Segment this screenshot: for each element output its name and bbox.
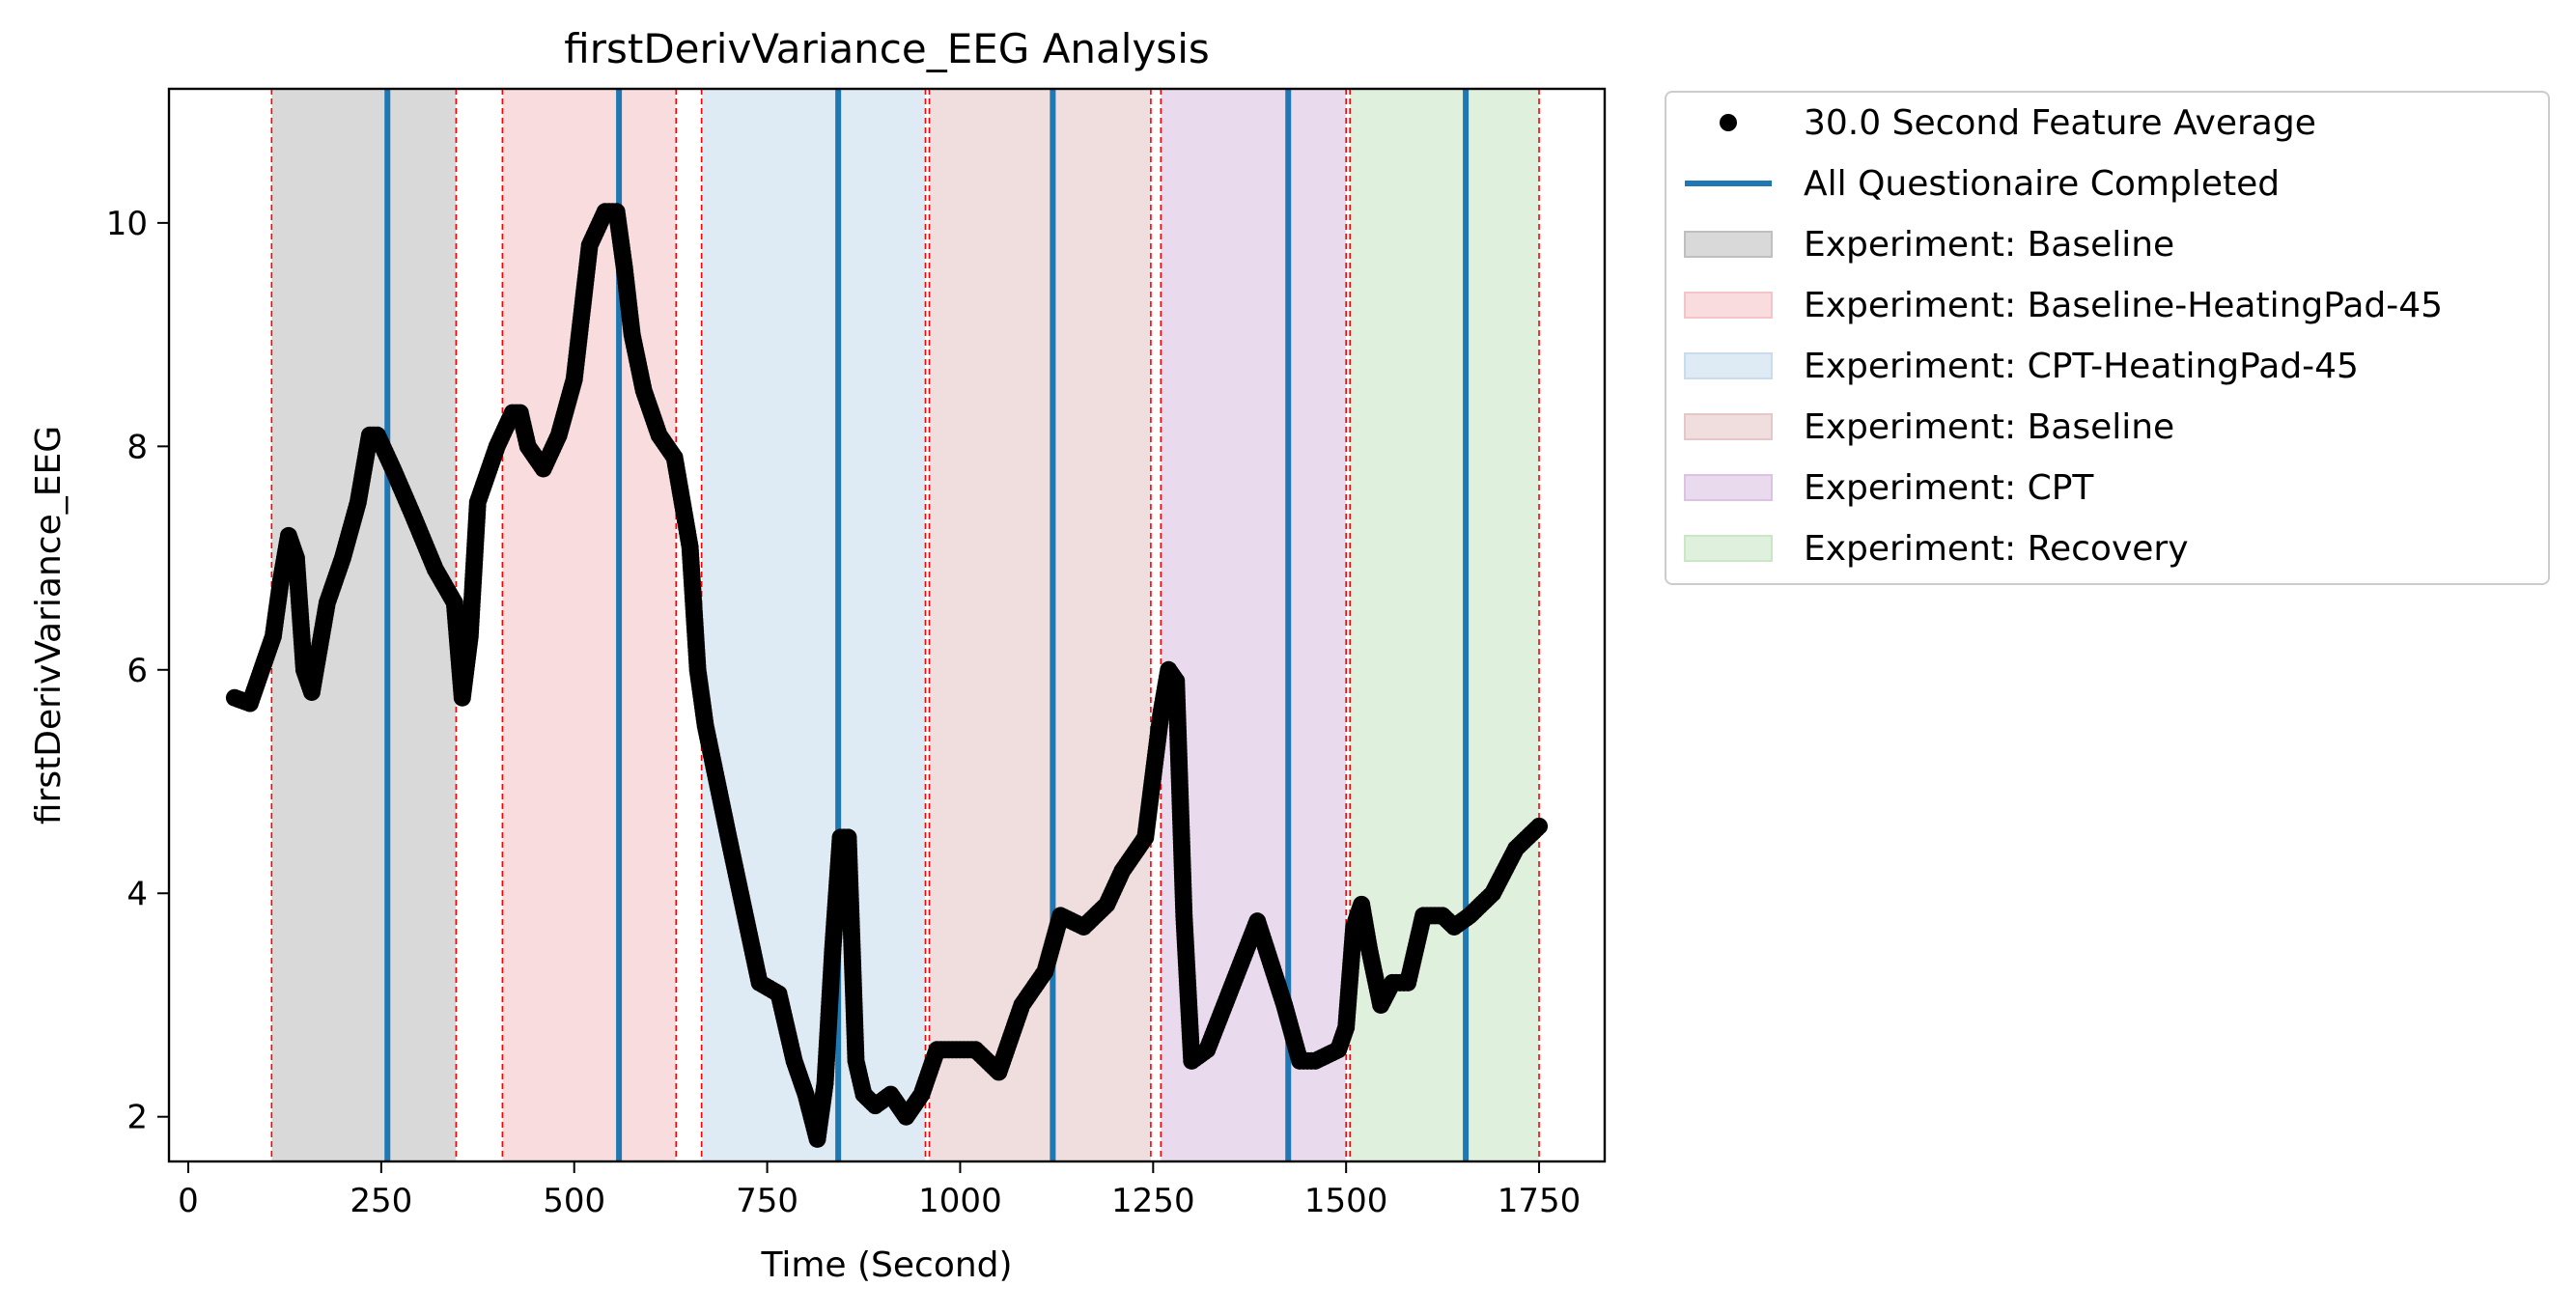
legend-swatch-7	[1684, 535, 1773, 562]
y-tick-label-2: 6	[126, 652, 148, 690]
feature-points	[225, 203, 1549, 1148]
y-tick-label-1: 4	[126, 875, 148, 913]
legend-label-5: Experiment: Baseline	[1804, 407, 2174, 447]
legend-swatch-6	[1684, 474, 1773, 501]
legend-swatch-3	[1684, 292, 1773, 319]
legend-label-4: Experiment: CPT-HeatingPad-45	[1804, 347, 2359, 386]
x-tick-label-0: 0	[178, 1182, 199, 1220]
legend-swatch-2	[1684, 231, 1773, 258]
x-tick-label-4: 1000	[918, 1182, 1002, 1220]
feature-point-1343	[1530, 817, 1549, 835]
legend-label-6: Experiment: CPT	[1804, 468, 2094, 508]
legend: 30.0 Second Feature Average All Questiona…	[1665, 91, 2550, 585]
y-axis-ticks: 2 4 6 8 10	[106, 205, 169, 1137]
legend-box	[1665, 91, 2550, 585]
chart-title: firstDerivVariance_EEG Analysis	[564, 25, 1210, 72]
experiment-span-2	[701, 89, 926, 1161]
plot-frame	[167, 87, 1607, 1163]
x-tick-label-2: 500	[543, 1182, 605, 1220]
legend-label-7: Experiment: Recovery	[1804, 529, 2189, 569]
x-tick-label-1: 250	[350, 1182, 412, 1220]
x-tick-label-6: 1500	[1304, 1182, 1388, 1220]
legend-swatch-4	[1684, 352, 1773, 379]
y-tick-label-0: 2	[126, 1099, 148, 1137]
legend-label-3: Experiment: Baseline-HeatingPad-45	[1804, 286, 2443, 325]
x-axis-ticks: 0 250 500 750 1000 1250 1500 1750	[178, 1161, 1581, 1220]
legend-label-1: All Questionaire Completed	[1804, 164, 2280, 204]
questionnaire-lines	[384, 89, 1470, 1161]
x-tick-label-5: 1250	[1111, 1182, 1195, 1220]
y-axis-label: firstDerivVariance_EEG	[29, 426, 69, 825]
y-tick-label-3: 8	[126, 428, 148, 466]
x-tick-label-3: 750	[736, 1182, 798, 1220]
experiment-span-3	[929, 89, 1151, 1161]
x-axis-label: Time (Second)	[760, 1245, 1012, 1285]
x-tick-label-7: 1750	[1498, 1182, 1582, 1220]
y-tick-label-4: 10	[106, 205, 148, 243]
legend-swatch-5	[1684, 413, 1773, 440]
legend-label-2: Experiment: Baseline	[1804, 225, 2174, 265]
legend-marker-0	[1720, 114, 1737, 131]
legend-label-0: 30.0 Second Feature Average	[1804, 103, 2316, 143]
